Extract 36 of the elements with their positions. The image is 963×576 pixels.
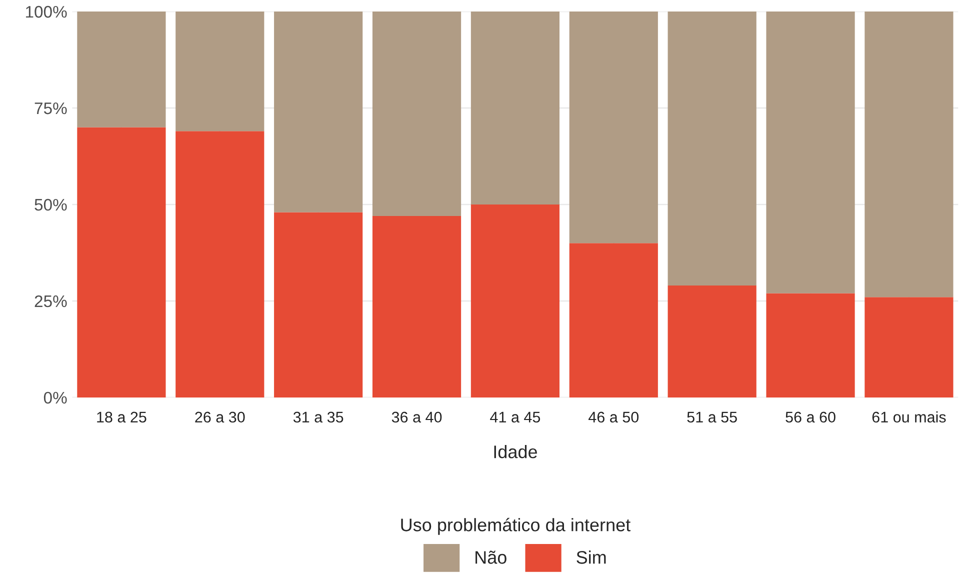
legend-title: Uso problemático da internet bbox=[401, 518, 630, 535]
bar bbox=[569, 243, 658, 398]
bar bbox=[176, 12, 264, 132]
x-tick-label: 51 a 55 bbox=[687, 412, 737, 423]
y-tick-label: 75% bbox=[34, 102, 67, 114]
x-tick-label: 18 a 25 bbox=[97, 412, 146, 423]
bar bbox=[864, 12, 954, 298]
bar bbox=[372, 216, 462, 398]
x-tick-label: 61 ou mais bbox=[872, 411, 946, 423]
bar bbox=[372, 12, 462, 216]
x-tick-label: 26 a 30 bbox=[195, 412, 245, 423]
legend-label: Sim bbox=[576, 550, 606, 564]
bar bbox=[470, 12, 560, 204]
x-tick-label: 56 a 60 bbox=[786, 412, 836, 423]
bar bbox=[77, 12, 166, 128]
x-tick-label: 36 a 40 bbox=[392, 412, 442, 423]
bar bbox=[274, 12, 363, 212]
bar bbox=[668, 286, 756, 398]
bar bbox=[274, 212, 363, 398]
y-tick-label: 0% bbox=[44, 392, 67, 404]
y-tick-label: 50% bbox=[34, 198, 67, 211]
x-tick-label: 31 a 35 bbox=[293, 412, 344, 423]
bar bbox=[470, 204, 560, 398]
bar bbox=[864, 297, 954, 398]
legend-label: Não bbox=[476, 550, 506, 564]
x-axis-title: Idade bbox=[494, 445, 537, 458]
y-tick-label: 25% bbox=[34, 295, 67, 308]
bar bbox=[668, 12, 756, 286]
x-tick-label: 41 a 45 bbox=[490, 412, 540, 423]
bar bbox=[766, 293, 855, 398]
bar bbox=[569, 12, 658, 244]
bar bbox=[77, 127, 166, 398]
x-tick-label: 46 a 50 bbox=[588, 412, 639, 423]
y-tick-label: 100% bbox=[26, 6, 67, 18]
bar bbox=[176, 131, 264, 398]
bar bbox=[766, 12, 855, 294]
